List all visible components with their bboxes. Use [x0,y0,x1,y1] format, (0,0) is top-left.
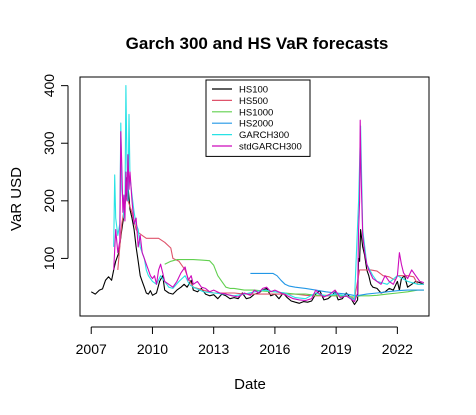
legend-label: GARCH300 [239,130,289,141]
axis-layer: 2007 2010 2013 2016 2019 2022 100 200 300 400 [41,74,413,357]
x-tick-label: 2016 [259,341,290,357]
y-tick-label: 300 [41,131,57,155]
x-tick-label: 2022 [382,341,413,357]
x-tick-label: 2013 [198,341,229,357]
x-tick-label: 2019 [321,341,352,357]
legend-label: stdGARCH300 [239,142,302,153]
plot-frame [79,76,430,317]
y-tick-label: 400 [41,74,57,98]
x-axis-title: Date [234,376,266,393]
x-tick-label: 2007 [76,341,107,357]
series-line-hs2000 [250,272,424,297]
series-line-garch300 [113,85,424,301]
legend-label: HS100 [239,85,268,96]
series-line-stdgarch300 [113,119,425,303]
y-tick-label: 100 [41,247,57,271]
series-layer [90,85,425,306]
legend-label: HS1000 [239,107,273,118]
x-tick-label: 2010 [137,341,168,357]
legend-label: HS2000 [239,119,273,130]
y-axis-title: VaR USD [8,167,25,231]
legend-box [205,79,311,157]
chart-title: Garch 300 and HS VaR forecasts [126,34,389,53]
y-tick-label: 200 [41,189,57,213]
legend: HS100HS500HS1000HS2000GARCH300stdGARCH30… [205,79,311,157]
legend-label: HS500 [239,96,268,107]
